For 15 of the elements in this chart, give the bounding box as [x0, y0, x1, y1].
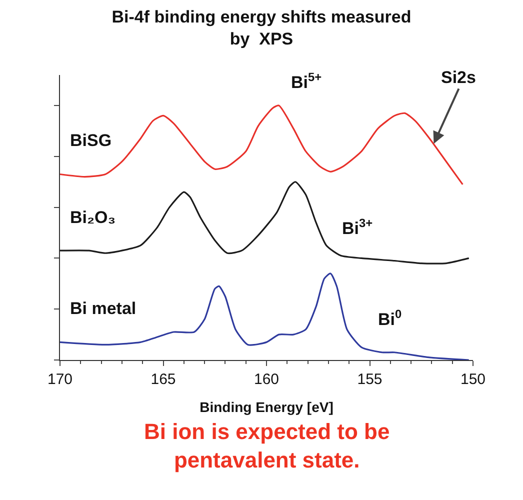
- x-tick-label: 155: [357, 371, 382, 388]
- x-tick-label: 165: [150, 371, 176, 388]
- x-tick-label: 160: [254, 371, 280, 388]
- x-axis-title: Binding Energy [eV]: [200, 399, 334, 415]
- series-label: BiSG: [70, 131, 112, 150]
- annotation: Bi$^{0}$: [378, 307, 402, 330]
- chart-title: Bi-4f binding energy shifts measured by XPS: [112, 8, 412, 49]
- x-tick-label: 150: [460, 371, 486, 388]
- text: Bi ion is expected to be pentavalent state.: [144, 419, 390, 473]
- annotation: Si2s: [441, 68, 476, 87]
- x-tick-label: 170: [47, 371, 73, 388]
- annotation: Bi$^{3+}$: [342, 216, 373, 238]
- series-label: Bi metal: [70, 299, 136, 318]
- text: Bi$^{5+}$: [291, 70, 322, 92]
- series-label: Bi₂O₃: [70, 208, 116, 227]
